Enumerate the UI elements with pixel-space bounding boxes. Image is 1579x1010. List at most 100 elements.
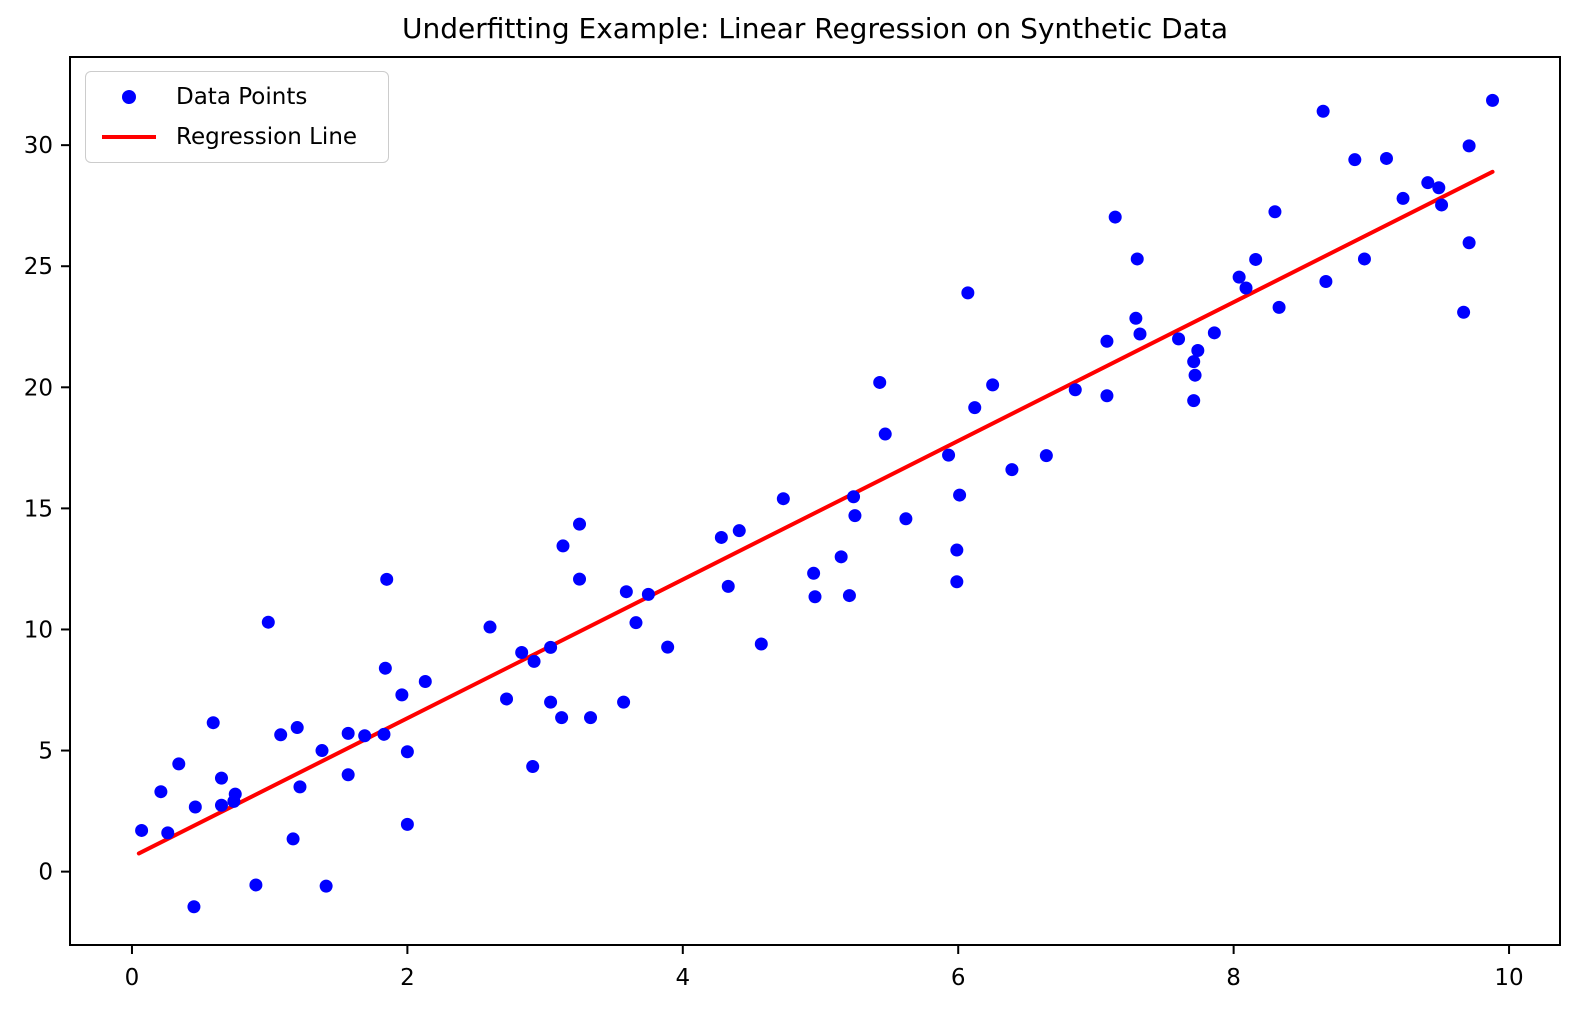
- scatter-point: [1348, 153, 1362, 167]
- scatter-point: [228, 787, 242, 801]
- scatter-point: [400, 745, 414, 759]
- scatter-point: [555, 711, 569, 725]
- scatter-point: [161, 826, 175, 840]
- scatter-point: [214, 771, 228, 785]
- y-tick-label: 30: [24, 133, 53, 159]
- scatter-point: [732, 524, 746, 538]
- scatter-point: [400, 817, 414, 831]
- x-tick-label: 0: [125, 965, 140, 991]
- scatter-point: [573, 517, 587, 531]
- scatter-point: [641, 587, 655, 601]
- scatter-point: [261, 615, 275, 629]
- scatter-point: [293, 780, 307, 794]
- scatter-point: [341, 726, 355, 740]
- scatter-point: [1068, 383, 1082, 397]
- line-marker-icon: [102, 135, 156, 139]
- scatter-point: [986, 378, 1000, 392]
- scatter-point: [754, 637, 768, 651]
- scatter-point: [1316, 104, 1330, 118]
- scatter-point: [1462, 236, 1476, 250]
- scatter-point: [1129, 311, 1143, 325]
- scatter-point: [584, 711, 598, 725]
- scatter-point: [1319, 274, 1333, 288]
- scatter-point: [544, 695, 558, 709]
- scatter-point: [942, 448, 956, 462]
- regression-line: [136, 169, 1495, 856]
- scatter-point: [953, 488, 967, 502]
- scatter-point: [1435, 198, 1449, 212]
- scatter-point: [1396, 191, 1410, 205]
- y-tick-label: 0: [38, 860, 53, 886]
- scatter-point: [1188, 368, 1202, 382]
- scatter-point: [873, 375, 887, 389]
- scatter-point: [1272, 300, 1286, 314]
- chart-title: Underfitting Example: Linear Regression …: [401, 12, 1229, 45]
- scatter-point: [1039, 449, 1053, 463]
- scatter-point: [395, 688, 409, 702]
- y-tick-label: 25: [24, 254, 53, 280]
- scatter-point: [1172, 332, 1186, 346]
- scatter-point: [950, 543, 964, 557]
- legend-handle: [96, 135, 162, 139]
- y-tick-label: 15: [24, 496, 53, 522]
- scatter-point: [968, 401, 982, 415]
- scatter-point: [154, 785, 168, 799]
- scatter-point: [847, 490, 861, 504]
- scatter-point: [834, 550, 848, 564]
- x-tick-label: 4: [675, 965, 690, 991]
- scatter-point: [500, 692, 514, 706]
- legend[interactable]: Data Points Regression Line: [85, 71, 389, 163]
- scatter-point: [1421, 176, 1435, 190]
- scatter-point: [1191, 343, 1205, 357]
- scatter-point: [483, 620, 497, 634]
- scatter-point: [1462, 139, 1476, 153]
- scatter-point: [1187, 394, 1201, 408]
- scatter-point: [274, 728, 288, 742]
- scatter-point: [544, 640, 558, 654]
- scatter-point: [1100, 389, 1114, 403]
- scatter-point: [807, 566, 821, 580]
- y-tick-label: 20: [24, 375, 53, 401]
- scatter-point: [619, 585, 633, 599]
- scatter-point: [341, 768, 355, 782]
- scatter-point: [878, 427, 892, 441]
- scatter-point: [556, 539, 570, 553]
- scatter-point: [1133, 327, 1147, 341]
- scatter-point: [950, 575, 964, 589]
- scatter-point: [315, 744, 329, 758]
- x-tick-label: 2: [400, 965, 415, 991]
- scatter-point: [380, 572, 394, 586]
- scatter-point: [527, 654, 541, 668]
- legend-label: Data Points: [176, 84, 308, 110]
- scatter-point: [714, 530, 728, 544]
- scatter-point: [617, 695, 631, 709]
- scatter-point: [1187, 355, 1201, 369]
- scatter-point: [515, 645, 529, 659]
- scatter-point: [1457, 305, 1471, 319]
- scatter-point: [1249, 252, 1263, 266]
- scatter-point: [249, 878, 263, 892]
- scatter-marker-icon: [122, 90, 136, 104]
- scatter-point: [290, 721, 304, 735]
- y-tick-label: 10: [24, 617, 53, 643]
- legend-handle: [96, 90, 162, 104]
- legend-entry-data-points: Data Points: [96, 80, 374, 114]
- scatter-point: [808, 590, 822, 604]
- scatter-point: [1268, 205, 1282, 219]
- scatter-point: [135, 823, 149, 837]
- scatter-point: [286, 832, 300, 846]
- scatter-point: [848, 509, 862, 523]
- scatter-point: [187, 900, 201, 914]
- scatter-point: [214, 798, 228, 812]
- scatter-point: [1130, 252, 1144, 266]
- scatter-point: [172, 757, 186, 771]
- scatter-point: [188, 800, 202, 814]
- scatter-point: [721, 579, 735, 593]
- scatter-point: [961, 286, 975, 300]
- legend-label: Regression Line: [176, 124, 358, 150]
- scatter-point: [206, 716, 220, 730]
- legend-entry-regression-line: Regression Line: [96, 120, 374, 154]
- scatter-point: [1108, 210, 1122, 224]
- scatter-point: [418, 675, 432, 689]
